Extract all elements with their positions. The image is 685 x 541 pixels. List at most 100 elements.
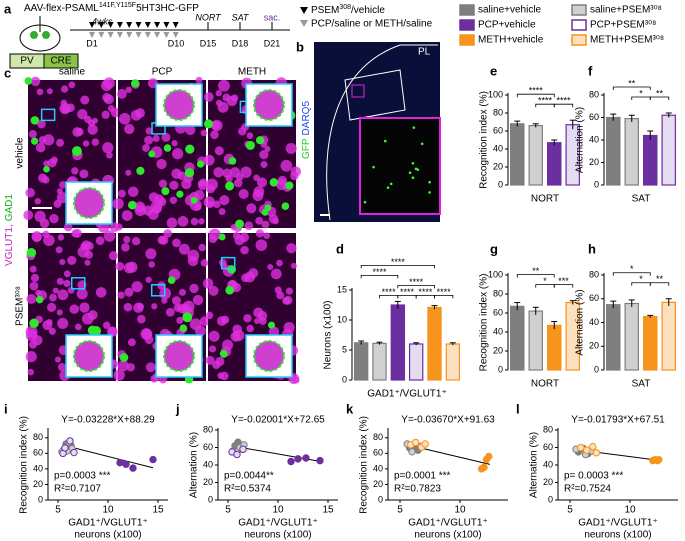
vglut-cell [56,309,63,316]
vglut-cell [91,138,100,146]
psem-triangle [89,22,95,28]
x-tick-label: 5 [225,505,231,516]
y-tick-label: 20 [493,161,503,171]
gfp-dot [411,161,415,165]
vglut-cell [280,159,293,172]
psem-triangle [98,22,105,28]
vglut-cell [199,316,210,327]
bar [390,304,406,381]
vglut-cell [238,188,249,200]
gad-cell [225,285,235,295]
gad-cell [136,166,145,175]
point [408,448,416,456]
y-tick-label: 20 [203,477,213,487]
vglut-cell [117,360,129,372]
x-axis-label: GAD1⁺/VGLUT1⁺ [367,389,446,400]
column-label: METH [238,67,266,78]
y-tick-label: 0 [38,494,43,504]
vglut-cell [198,243,206,252]
vglut-cell [219,195,230,206]
vglut-cell [123,236,131,244]
y-axis-label: Recognition index (%) [359,416,370,514]
vglut-cell [260,161,268,169]
vglut-cell [255,239,268,251]
sig-label: *** [558,276,569,286]
y-tick-label: 80 [33,432,43,442]
vglut-cell [239,232,249,243]
vglut-cell [136,302,144,311]
x-tick-label: 10 [624,505,636,516]
bar [546,324,562,371]
p-value: p=0.0044** [224,471,274,482]
gad-cell [245,140,255,150]
gad-cell [184,168,195,178]
vglut-cell [68,81,76,89]
vglut-cell [121,243,130,252]
vglut-cell [255,229,265,238]
vglut-cell [166,217,178,229]
y-axis-label: Recognition index (%) [19,416,30,514]
test-label: SAT [232,12,250,22]
vglut-cell [177,216,189,227]
vglut-cell [134,204,146,217]
y-tick-label: 60 [373,448,383,458]
duration: 4wks [92,16,113,26]
x-tick-label: 15 [152,505,164,516]
vglut-cell [230,331,241,342]
vglut-cell [210,130,219,139]
y-tick-label: 80 [493,288,503,298]
vglut-cell [255,216,264,225]
legend-text: PCP/saline or METH/saline [311,19,433,30]
y-tick-label: 20 [543,477,553,487]
vglut-cell [126,363,135,372]
vglut-cell [36,88,44,96]
point [411,438,420,447]
y-tick-label: 60 [589,112,599,122]
vector-name: AAV-flex-PSAML141F,Y115F5HT3HC-GFP [24,2,199,14]
y-tick-label: 80 [203,424,213,434]
vglut-cell [46,88,53,95]
vglut-cell [95,236,105,246]
vglut-cell [244,221,254,231]
y-axis-label: Neurons (x100) [323,301,334,370]
point [577,443,585,452]
vglut-cell [145,127,153,135]
r-squared: R²=0.5374 [224,484,271,495]
vglut-cell [216,316,227,326]
psem-triangle [107,22,114,28]
y-tick-label: 80 [543,424,553,434]
psem-triangle [163,22,170,28]
sig-bracket [612,86,651,90]
vector-part: 5HT3HC-GFP [136,3,199,14]
sig-label: ** [628,78,636,88]
x-tick-label: 15 [322,505,334,516]
vglut-cell [137,314,146,324]
vglut-cell [23,210,34,221]
vglut-cell [243,314,252,323]
vglut-cell [257,310,268,321]
vglut-cell [72,228,82,238]
sig-label: ** [656,274,664,284]
vglut-cell [148,261,156,268]
bar [528,310,544,371]
bar [624,118,640,186]
vglut-cell [198,218,205,225]
vglut-cell [87,119,96,127]
vglut-cell [63,270,71,278]
gfp-dot [412,126,416,129]
gad-cell [119,353,129,362]
vglut-cell [268,326,280,337]
end-label: sac. [264,12,281,22]
day-label: D1 [86,38,98,48]
vglut-cell [208,330,220,342]
panel-label: j [175,401,180,416]
p-value: p=0.0003 *** [54,471,111,482]
roi-box [70,277,86,290]
bar [546,142,562,186]
vglut-cell [189,318,202,330]
vglut-cell [185,124,196,136]
sig-label: * [543,276,547,286]
vglut-cell [218,208,226,216]
y-tick-label: 40 [543,459,553,469]
bar [427,306,442,381]
